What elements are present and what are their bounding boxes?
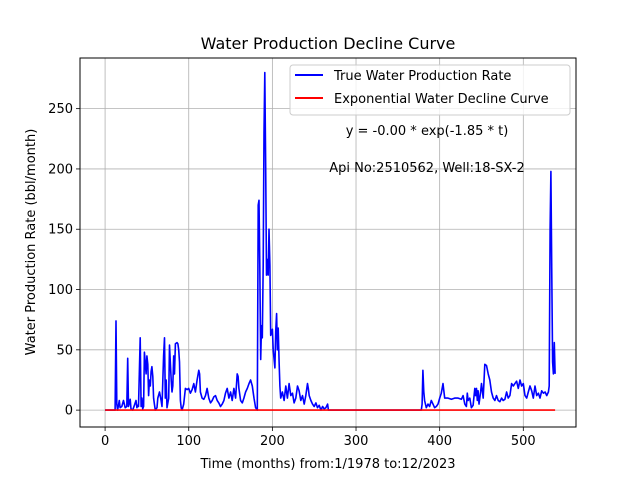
equation-annotation: y = -0.00 * exp(-1.85 * t) xyxy=(346,124,509,139)
plot-frame xyxy=(79,57,577,428)
y-tick-label: 200 xyxy=(48,162,73,177)
legend: True Water Production Rate Exponential W… xyxy=(289,64,571,116)
y-axis-ticks: 0 50 100 150 200 250 xyxy=(48,102,80,419)
y-axis-label: Water Production Rate (bbl/month) xyxy=(24,129,39,356)
legend-label-exponential: Exponential Water Decline Curve xyxy=(334,92,549,107)
legend-label-true-water: True Water Production Rate xyxy=(333,69,511,84)
series-lines xyxy=(105,71,556,411)
x-tick-label: 200 xyxy=(260,434,285,449)
y-tick-label: 50 xyxy=(56,343,73,358)
chart-title: Water Production Decline Curve xyxy=(201,34,456,53)
grid-lines xyxy=(80,58,576,427)
x-tick-label: 300 xyxy=(344,434,369,449)
x-tick-label: 400 xyxy=(427,434,452,449)
y-tick-label: 250 xyxy=(48,102,73,117)
x-tick-label: 500 xyxy=(511,434,536,449)
series-line-true-water xyxy=(105,71,556,411)
y-tick-label: 0 xyxy=(65,404,73,419)
y-tick-label: 150 xyxy=(48,223,73,238)
y-tick-label: 100 xyxy=(48,283,73,298)
x-tick-label: 100 xyxy=(176,434,201,449)
x-axis-ticks: 0 100 200 300 400 500 xyxy=(101,427,536,449)
well-annotation: Api No:2510562, Well:18-SX-2 xyxy=(329,161,525,176)
x-tick-label: 0 xyxy=(101,434,109,449)
legend-box xyxy=(289,64,571,116)
x-axis-label: Time (months) from:1/1978 to:12/2023 xyxy=(199,457,455,472)
